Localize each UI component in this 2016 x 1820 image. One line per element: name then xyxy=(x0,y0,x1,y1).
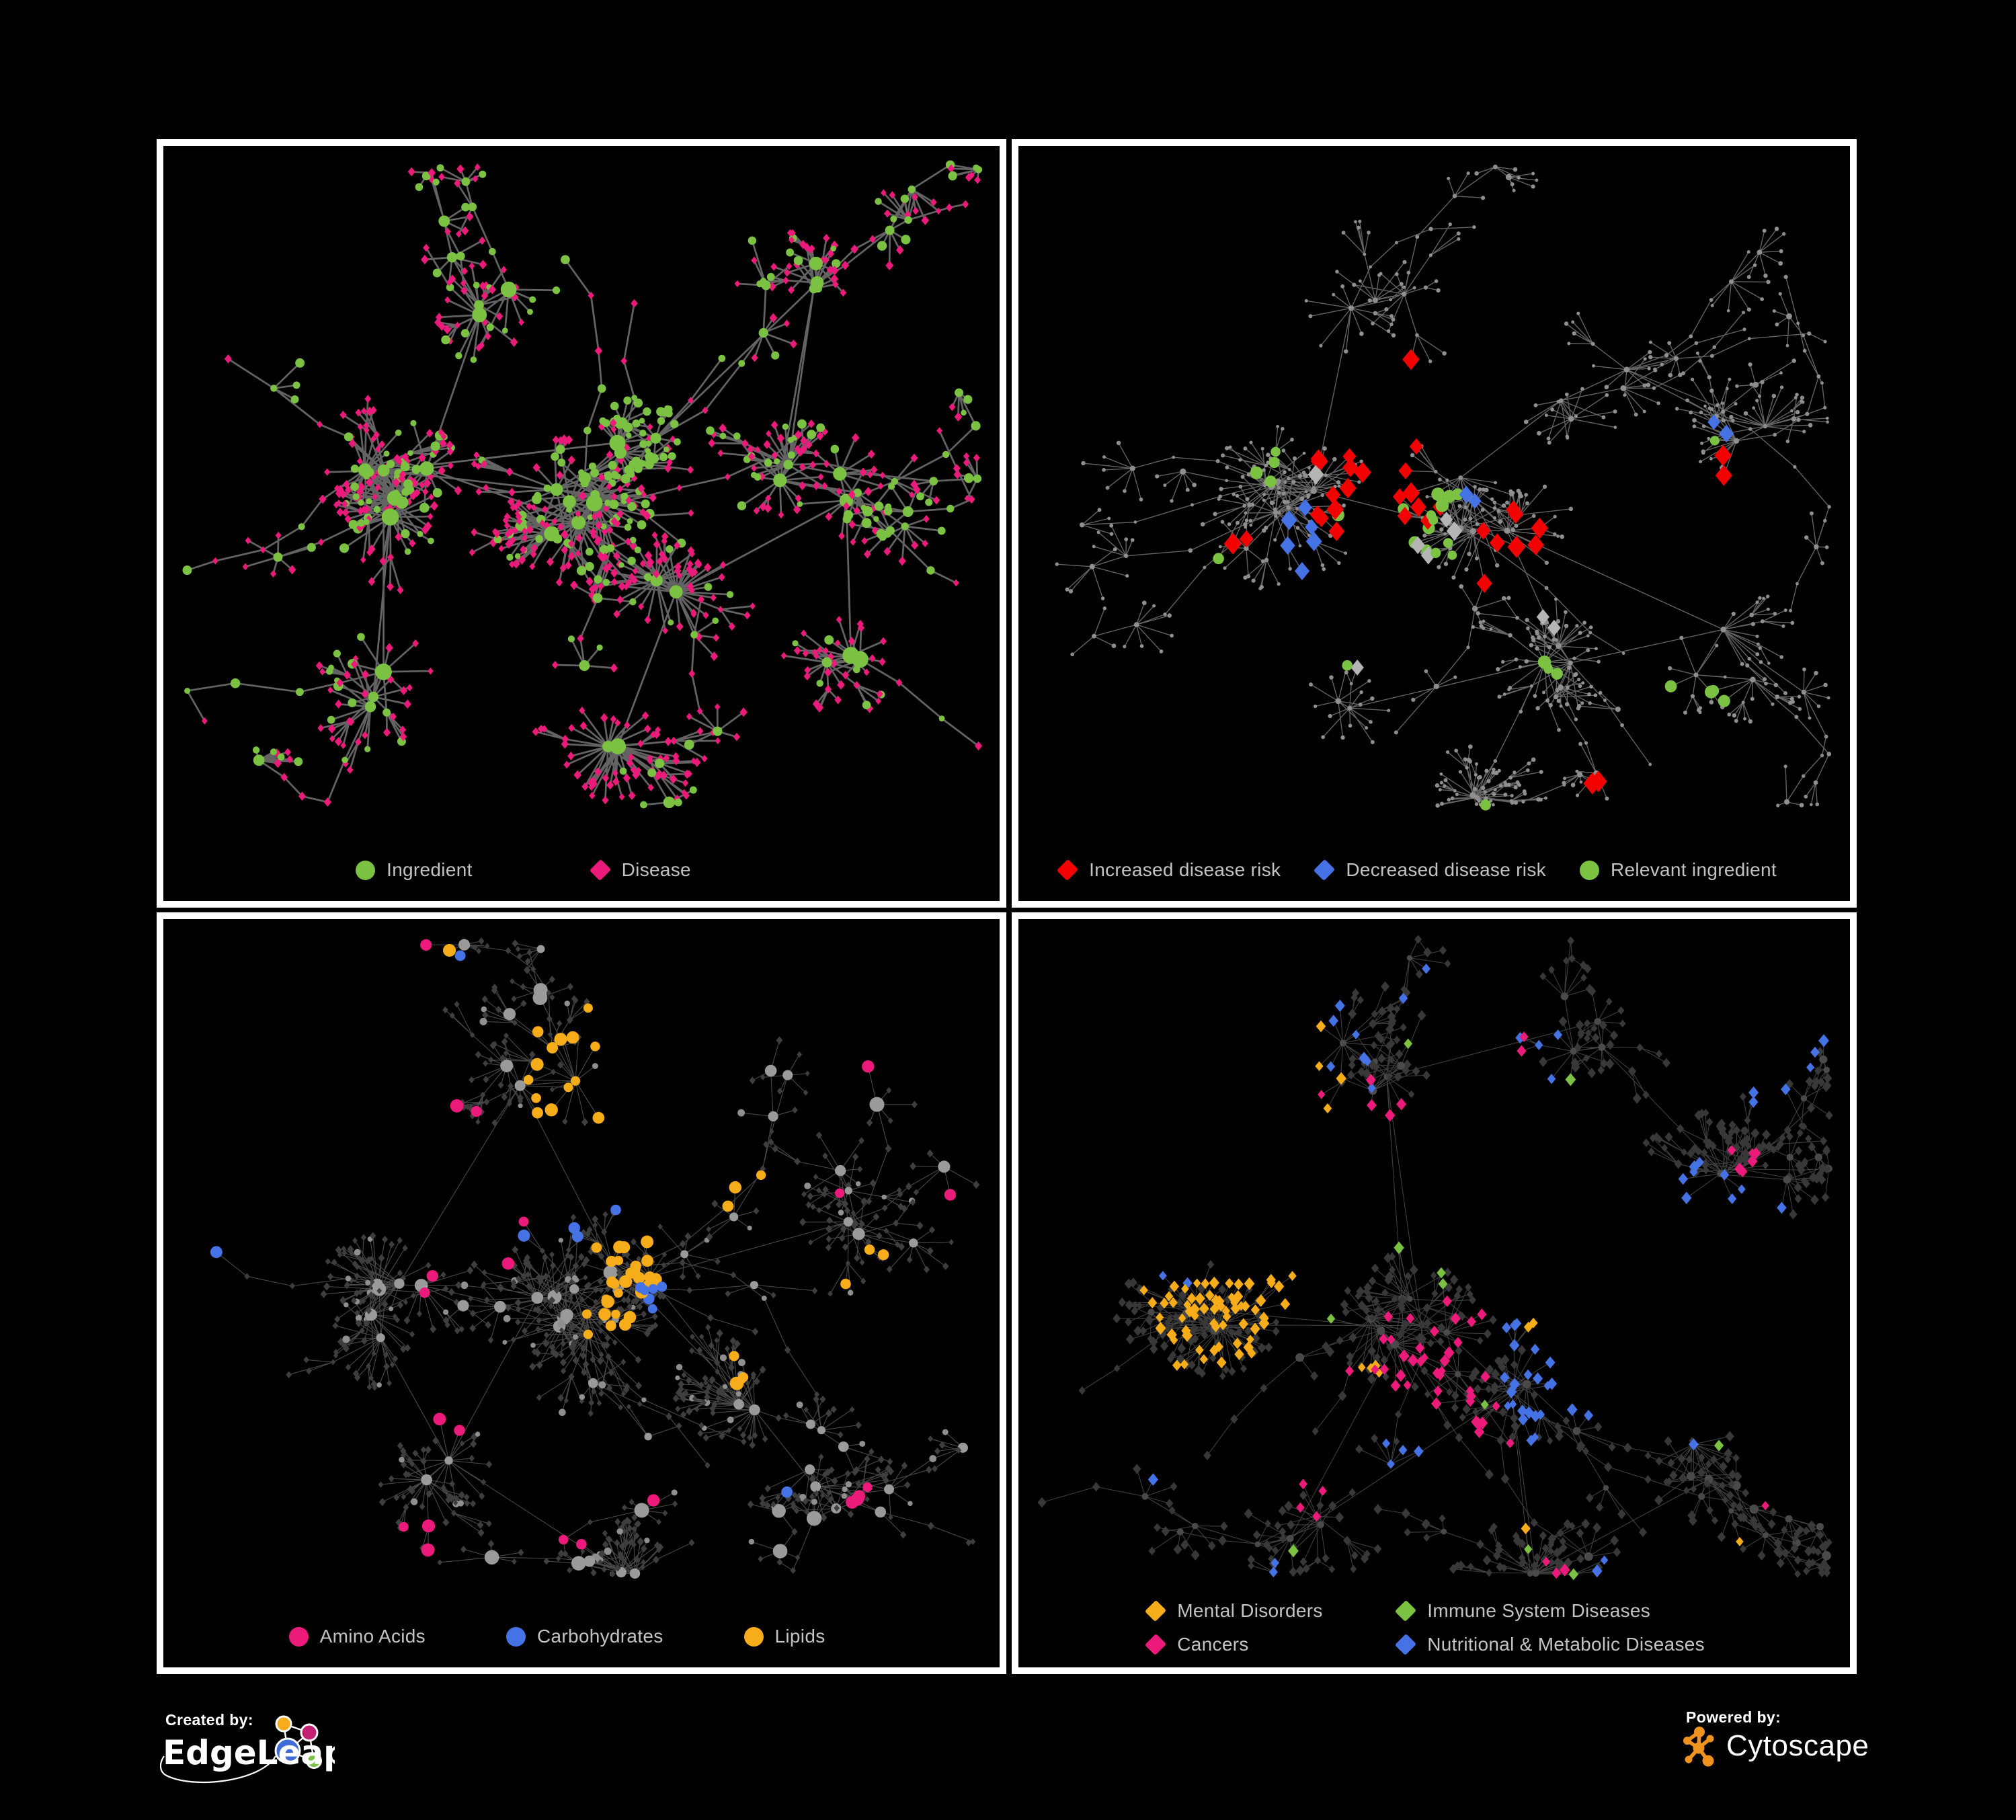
relevant-ingredient-swatch-icon xyxy=(1579,860,1599,880)
edgeleap-node-orange xyxy=(275,1715,292,1733)
legend-label: Ingredient xyxy=(387,859,473,880)
legend-label: Increased disease risk xyxy=(1089,859,1281,880)
legend-item: Lipids xyxy=(743,1626,825,1647)
edgeleap-logo: EdgeLeap xyxy=(160,1715,335,1784)
ingredient-disease-network xyxy=(182,160,983,809)
legend-item: Nutritional & Metabolic Diseases xyxy=(1395,1633,1705,1656)
legend-item: Decreased disease risk xyxy=(1314,859,1546,881)
edgeleap-node-blue xyxy=(274,1737,301,1764)
disease-risk-network xyxy=(1055,164,1832,811)
edgeleap-swoosh xyxy=(160,1755,276,1784)
lipids-swatch-icon xyxy=(743,1626,764,1647)
disease-classes-network xyxy=(1037,935,1833,1581)
legend-macronutrients: Amino Acids Carbohydrates Lipids xyxy=(288,1626,825,1647)
legend-label: Relevant ingredient xyxy=(1610,859,1777,880)
legend-label: Mental Disorders xyxy=(1177,1600,1323,1621)
legend-item: Mental Disorders xyxy=(1145,1599,1396,1622)
legend-label: Nutritional & Metabolic Diseases xyxy=(1427,1634,1705,1655)
legend-disease-classes: Mental Disorders Immune System Diseases … xyxy=(1145,1599,1705,1656)
legend-item: Cancers xyxy=(1145,1633,1396,1656)
legend-item: Carbohydrates xyxy=(506,1626,663,1647)
edgeleap-wordmark: EdgeLeap xyxy=(163,1733,335,1772)
legend-ingredient-disease: Ingredient Disease xyxy=(356,859,691,881)
cancers-swatch-icon xyxy=(1145,1633,1167,1656)
legend-item: Immune System Diseases xyxy=(1395,1599,1705,1622)
cytoscape-icon xyxy=(1683,1727,1714,1767)
decreased-risk-swatch-icon xyxy=(1314,859,1336,881)
cytoscape-logo: Cytoscape xyxy=(1681,1725,1869,1767)
legend-label: Lipids xyxy=(774,1626,825,1647)
legend-label: Cancers xyxy=(1177,1634,1249,1655)
powered-by-label: Powered by: xyxy=(1686,1708,1781,1726)
created-by-label: Created by: xyxy=(165,1711,253,1729)
edgeleap-glyph-nodes xyxy=(274,1715,322,1769)
panel-disease-risk: Increased disease risk Decreased disease… xyxy=(1012,139,1857,908)
legend-label: Disease xyxy=(621,859,691,880)
panel-ingredient-disease: Ingredient Disease xyxy=(157,139,1006,908)
legend-disease-risk: Increased disease risk Decreased disease… xyxy=(1056,859,1777,881)
legend-item: Increased disease risk xyxy=(1056,859,1281,881)
carbohydrates-swatch-icon xyxy=(506,1626,526,1647)
panel-macronutrients: Amino Acids Carbohydrates Lipids xyxy=(157,912,1006,1674)
ingredient-swatch-icon xyxy=(356,860,376,880)
increased-risk-swatch-icon xyxy=(1056,859,1079,881)
mental-disorders-swatch-icon xyxy=(1145,1599,1167,1622)
legend-item: Relevant ingredient xyxy=(1579,859,1777,881)
legend-label: Carbohydrates xyxy=(536,1626,663,1647)
legend-label: Decreased disease risk xyxy=(1346,859,1546,880)
amino-acids-swatch-icon xyxy=(288,1626,309,1647)
macronutrients-network xyxy=(210,937,980,1579)
legend-label: Immune System Diseases xyxy=(1427,1600,1651,1621)
immune-system-swatch-icon xyxy=(1395,1599,1417,1622)
legend-item: Ingredient xyxy=(356,859,473,881)
legend-item: Amino Acids xyxy=(288,1626,426,1647)
panel-disease-classes: Mental Disorders Immune System Diseases … xyxy=(1012,912,1857,1674)
edgeleap-node-green xyxy=(306,1753,322,1769)
edgeleap-node-magenta xyxy=(300,1723,319,1742)
disease-swatch-icon xyxy=(589,859,611,881)
legend-item: Disease xyxy=(589,859,691,881)
cytoscape-wordmark: Cytoscape xyxy=(1726,1729,1869,1762)
legend-label: Amino Acids xyxy=(319,1626,426,1647)
nutritional-metabolic-swatch-icon xyxy=(1395,1633,1417,1656)
